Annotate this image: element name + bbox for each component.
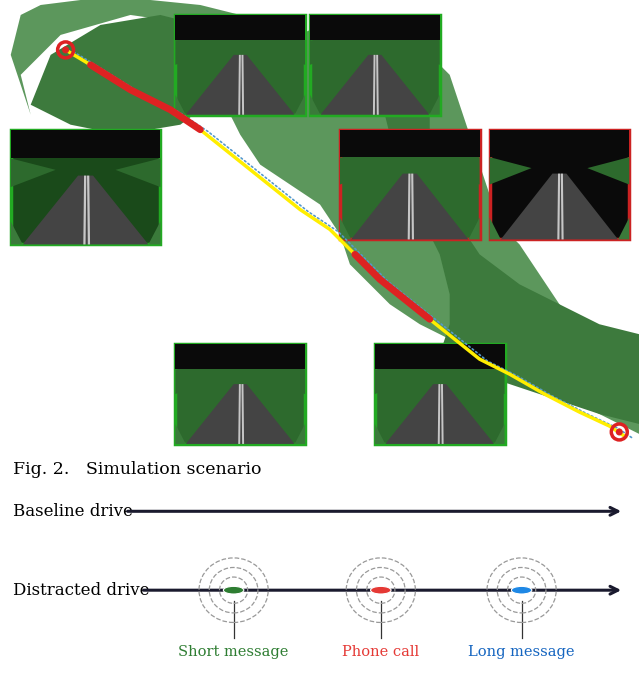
Polygon shape	[401, 40, 440, 65]
Polygon shape	[490, 157, 531, 184]
Polygon shape	[588, 157, 629, 184]
Polygon shape	[557, 173, 560, 239]
Polygon shape	[269, 95, 305, 115]
Polygon shape	[11, 159, 56, 187]
Circle shape	[223, 586, 244, 594]
Circle shape	[616, 428, 623, 435]
Polygon shape	[11, 222, 52, 245]
Polygon shape	[266, 369, 305, 394]
Polygon shape	[83, 175, 86, 245]
Text: Phone call: Phone call	[342, 645, 419, 659]
Polygon shape	[238, 55, 241, 115]
Polygon shape	[269, 424, 305, 444]
Polygon shape	[375, 369, 414, 394]
Bar	[175, 344, 305, 444]
Polygon shape	[186, 55, 294, 115]
Bar	[11, 130, 161, 159]
Polygon shape	[321, 55, 429, 115]
Bar	[310, 15, 440, 115]
Polygon shape	[466, 369, 504, 394]
Polygon shape	[340, 157, 382, 184]
Polygon shape	[87, 175, 90, 245]
Bar	[11, 130, 161, 245]
Circle shape	[62, 46, 69, 53]
Bar	[175, 344, 305, 369]
Polygon shape	[441, 384, 444, 444]
Polygon shape	[411, 173, 414, 239]
Polygon shape	[238, 384, 241, 444]
Polygon shape	[118, 222, 161, 245]
Polygon shape	[175, 40, 214, 65]
Polygon shape	[241, 384, 244, 444]
Polygon shape	[340, 218, 379, 239]
Bar	[490, 130, 629, 157]
Bar	[340, 130, 479, 157]
Polygon shape	[175, 369, 214, 394]
Polygon shape	[175, 95, 212, 115]
Polygon shape	[590, 218, 629, 239]
Polygon shape	[561, 173, 564, 239]
Text: Fig. 2.   Simulation scenario: Fig. 2. Simulation scenario	[13, 461, 261, 478]
Polygon shape	[376, 55, 379, 115]
Polygon shape	[266, 40, 305, 65]
Polygon shape	[468, 424, 504, 444]
Text: Long message: Long message	[468, 645, 575, 659]
Polygon shape	[490, 218, 529, 239]
Polygon shape	[438, 157, 479, 184]
Polygon shape	[310, 95, 346, 115]
Polygon shape	[373, 55, 376, 115]
Circle shape	[511, 586, 532, 594]
Polygon shape	[241, 55, 244, 115]
Bar	[175, 15, 305, 40]
Text: Short message: Short message	[179, 645, 289, 659]
Polygon shape	[408, 173, 410, 239]
Polygon shape	[403, 95, 440, 115]
Circle shape	[371, 586, 391, 594]
Text: Baseline drive: Baseline drive	[13, 503, 132, 520]
Polygon shape	[380, 75, 639, 424]
Polygon shape	[11, 0, 639, 434]
Text: Distracted drive: Distracted drive	[13, 581, 149, 599]
Polygon shape	[115, 159, 161, 187]
Bar	[375, 344, 504, 444]
Bar	[175, 15, 305, 115]
Bar	[340, 130, 479, 239]
Polygon shape	[175, 424, 212, 444]
Bar	[490, 130, 629, 239]
Polygon shape	[186, 384, 294, 444]
Polygon shape	[500, 173, 618, 239]
Bar	[375, 344, 504, 369]
Polygon shape	[438, 384, 440, 444]
Polygon shape	[385, 384, 494, 444]
Bar	[310, 15, 440, 40]
Polygon shape	[310, 40, 349, 65]
Polygon shape	[22, 175, 148, 245]
Polygon shape	[375, 424, 411, 444]
Polygon shape	[440, 218, 479, 239]
Polygon shape	[31, 15, 220, 134]
Polygon shape	[351, 173, 468, 239]
